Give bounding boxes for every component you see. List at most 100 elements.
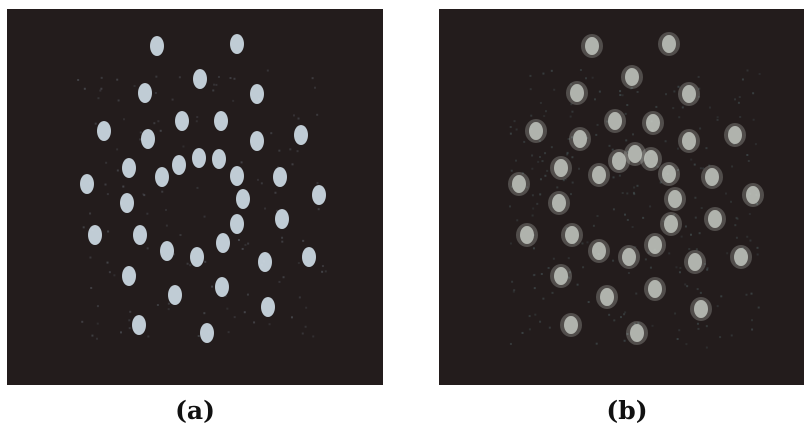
noise-speck [516,219,519,222]
noise-speck [569,83,572,86]
noise-speck [576,283,579,286]
noise-speck [705,147,708,150]
noise-speck [541,160,544,163]
noise-speck [550,69,553,72]
spot [668,190,682,208]
noise-speck [568,277,571,280]
spot [554,159,568,177]
noise-speck [147,335,150,338]
spot [520,226,534,244]
noise-speck [633,193,636,196]
noise-speck [128,319,131,322]
noise-speck [237,239,240,242]
noise-speck [139,131,142,134]
noise-speck [215,83,218,86]
noise-speck [746,69,749,72]
image-panel-a [7,9,383,385]
spot [175,111,189,131]
noise-speck [529,88,532,91]
noise-speck [538,155,541,158]
noise-speck [678,116,681,119]
noise-speck [530,114,533,117]
noise-speck [665,93,668,96]
noise-speck [100,87,103,90]
noise-speck [531,194,534,197]
noise-speck [571,110,574,113]
spot [172,155,186,175]
noise-speck [756,253,759,256]
noise-speck [706,268,709,271]
noise-speck [694,216,697,219]
noise-speck [734,224,737,227]
noise-speck [720,295,723,298]
noise-speck [536,202,539,205]
noise-speck [571,156,574,159]
noise-speck [196,116,199,119]
noise-speck [629,87,632,90]
noise-speck [544,110,547,113]
noise-speck [700,207,703,210]
noise-speck [595,133,598,136]
noise-speck [528,328,531,331]
noise-speck [119,331,122,334]
noise-speck [90,286,93,289]
spot [122,266,136,286]
noise-speck [213,83,216,86]
spot [592,166,606,184]
noise-speck [696,322,699,325]
noise-speck [705,325,708,328]
spot [160,241,174,261]
noise-speck [233,316,236,319]
noise-speck [296,150,299,153]
noise-speck [91,334,94,337]
spot-pattern-a [77,34,327,343]
spot [132,315,146,335]
noise-speck [161,190,164,193]
noise-speck [626,192,629,195]
noise-speck [538,139,541,142]
image-panel-b [439,9,804,385]
noise-speck [674,312,677,315]
noise-speck [621,94,624,97]
spot [734,248,748,266]
noise-speck [156,304,159,307]
noise-speck [756,202,759,205]
noise-speck [651,324,654,327]
noise-speck [677,85,680,88]
noise-speck [636,184,639,187]
noise-speck [587,301,590,304]
noise-speck [569,193,572,196]
noise-speck [586,136,589,139]
noise-speck [612,208,615,211]
spot [294,125,308,145]
noise-speck [224,295,227,298]
spot [622,248,636,266]
noise-speck [229,77,232,80]
spot [600,288,614,306]
noise-speck [143,194,146,197]
noise-speck [758,72,761,75]
noise-speck [716,118,719,121]
noise-speck [275,209,278,212]
noise-speck [684,225,687,228]
noise-speck [509,126,512,129]
noise-speck [697,75,700,78]
noise-speck [724,192,727,195]
noise-speck [542,297,545,300]
noise-speck [83,87,86,90]
noise-speck [685,343,688,346]
noise-speck [232,99,235,102]
noise-speck [246,293,249,296]
noise-speck [509,132,512,135]
noise-speck [679,267,682,270]
noise-speck [647,251,650,254]
noise-speck [661,176,664,179]
noise-speck [750,292,753,295]
noise-speck [197,335,200,338]
noise-speck [695,248,698,251]
noise-speck [578,167,581,170]
noise-speck [305,306,308,309]
noise-speck [626,150,629,153]
spot [708,210,722,228]
noise-speck [139,138,142,141]
